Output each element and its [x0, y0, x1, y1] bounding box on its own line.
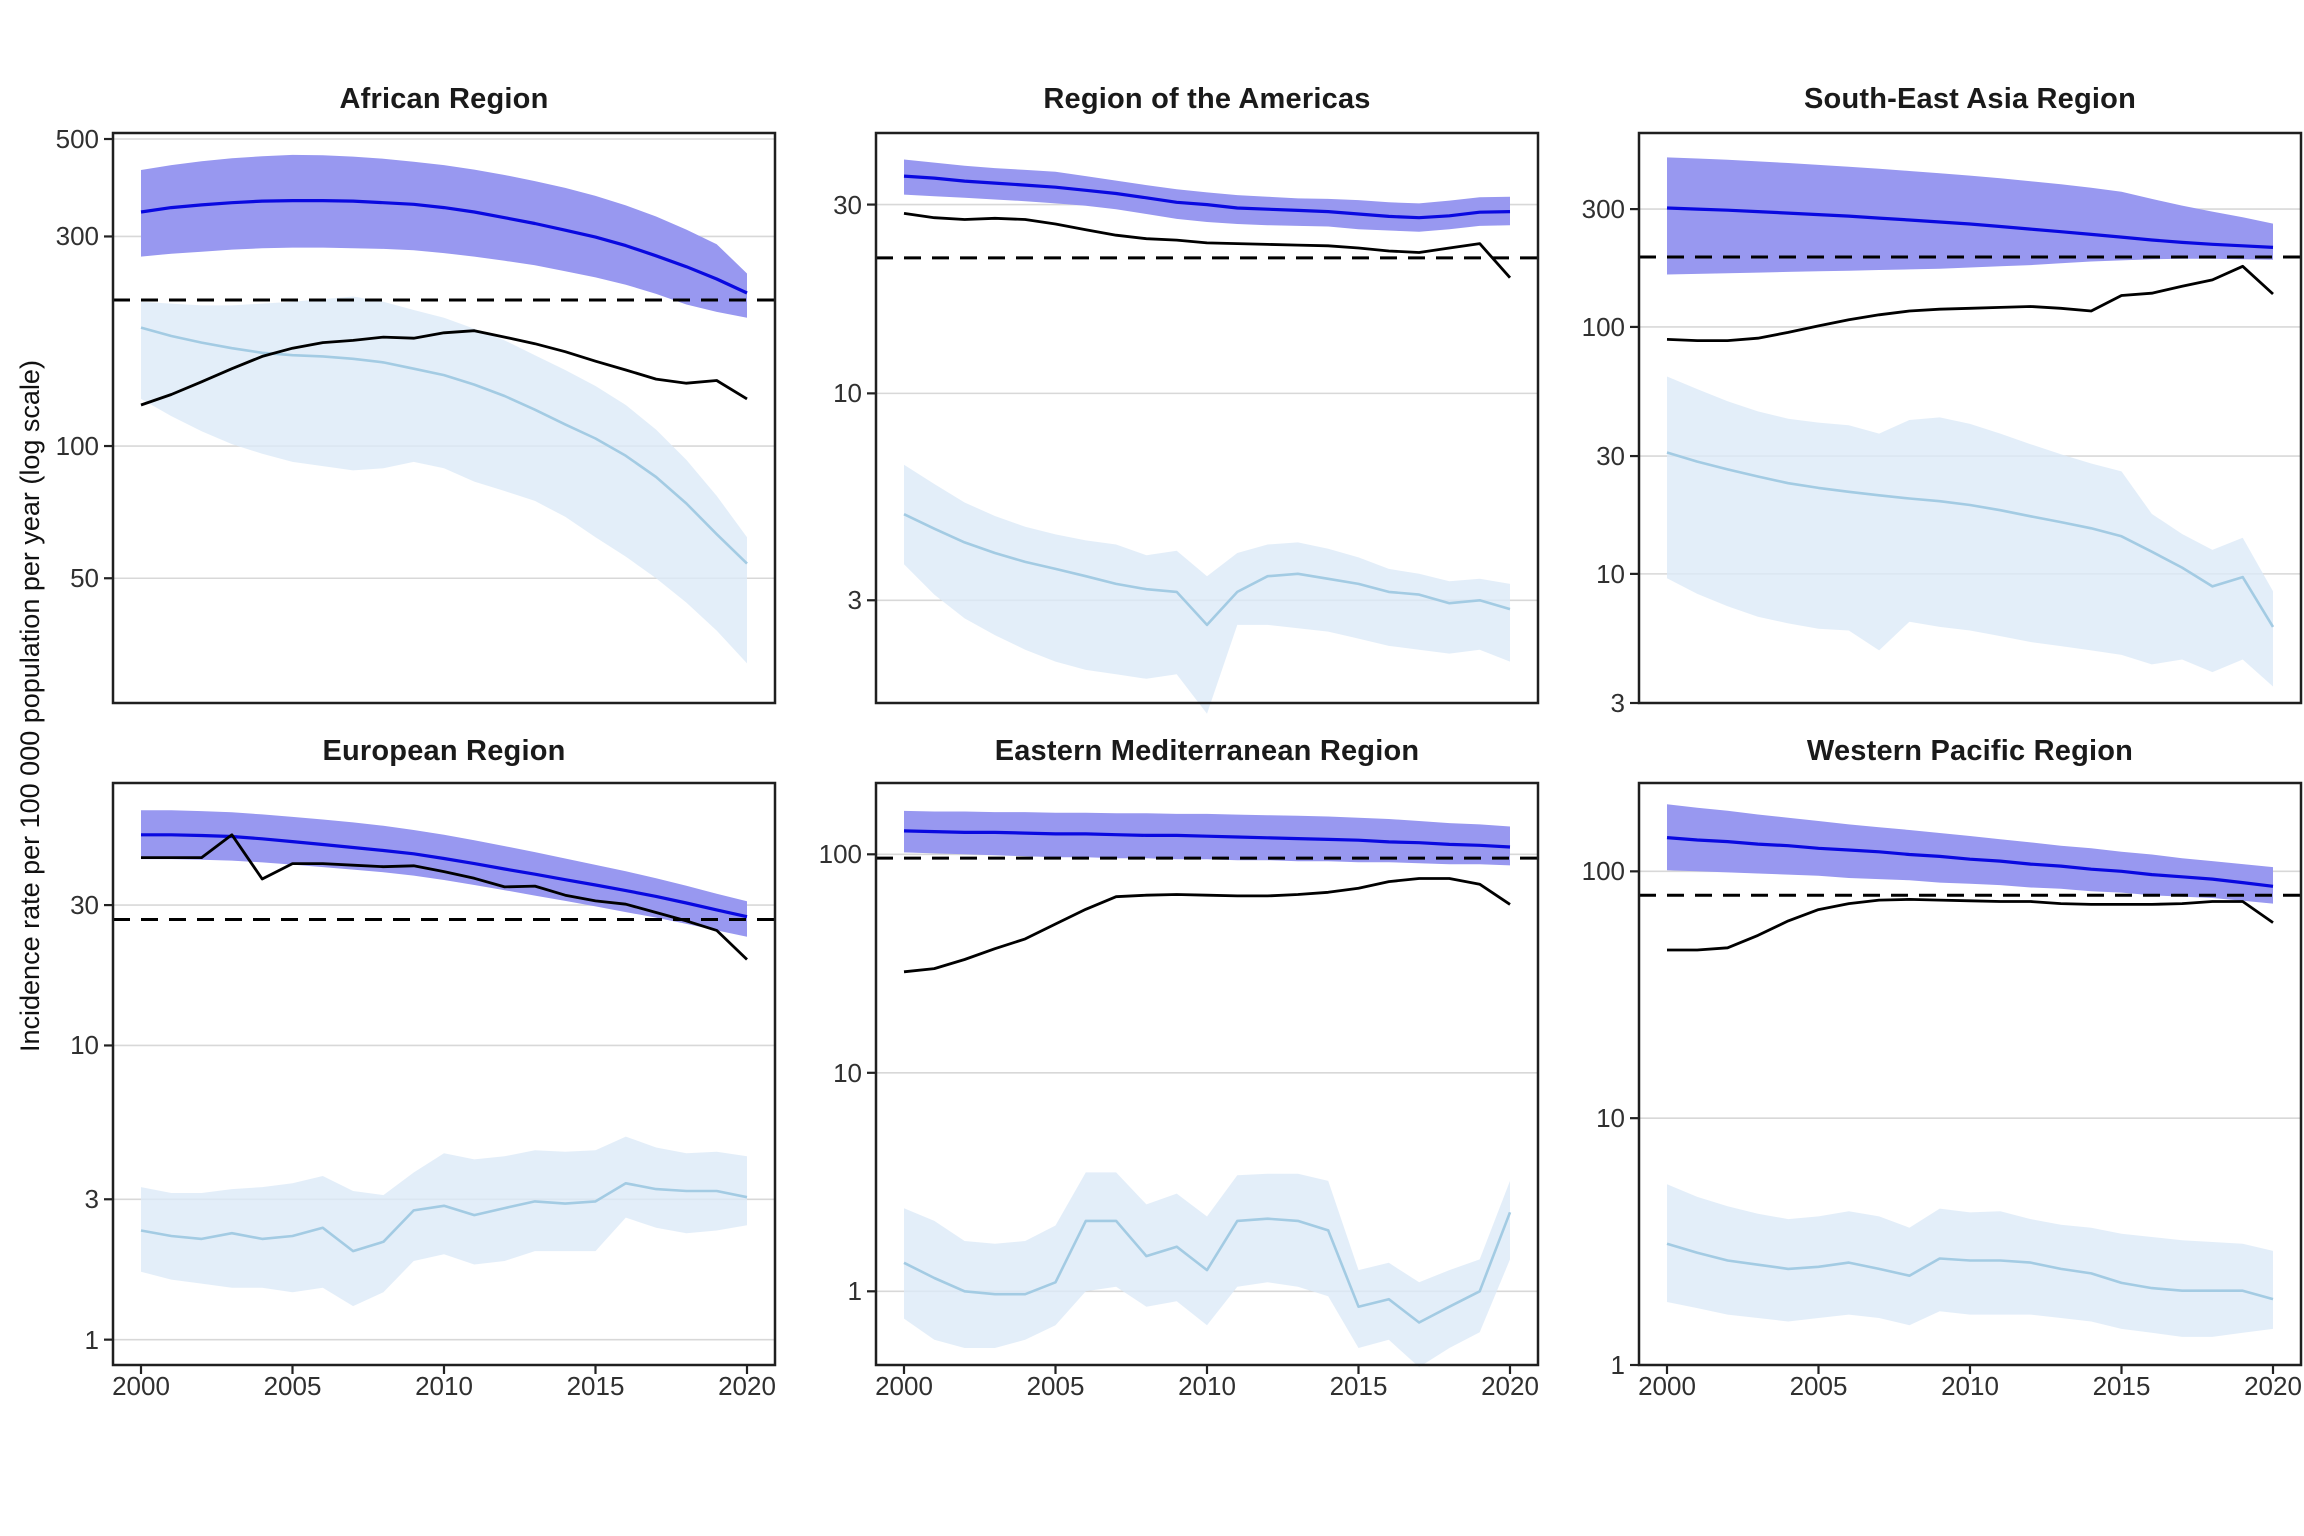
y-tick-label-african-region-100: 100: [55, 431, 99, 462]
y-tick-label-region-of-the-americas-10: 10: [833, 378, 862, 409]
light-blue-confidence-band: [141, 296, 747, 664]
y-tick-label-european-region-1: 1: [84, 1324, 99, 1355]
light-blue-line: [1666, 1242, 2274, 1301]
x-tick-label-european-region-2005: 2005: [263, 1371, 322, 1401]
x-tick-label-western-pacific-region-2010: 2010: [1941, 1371, 1999, 1401]
black-line: [1667, 898, 2274, 952]
y-tick-label-south-east-asia-region-10: 10: [1596, 558, 1625, 589]
y-tick-label-eastern-mediterranean-region-1: 1: [847, 1276, 862, 1307]
light-blue-confidence-band: [1667, 376, 2273, 687]
blue-estimate-line: [903, 829, 1511, 849]
panel-title-african-region: African Region: [339, 83, 549, 115]
x-tick-label-eastern-mediterranean-region-2000: 2000: [875, 1371, 933, 1401]
panel-border: [1637, 131, 2303, 705]
panel-title-region-of-the-americas: Region of the Americas: [1043, 83, 1371, 115]
y-tick-label-south-east-asia-region-30: 30: [1596, 441, 1625, 472]
x-tick-label-european-region-2015: 2015: [566, 1371, 625, 1401]
y-tick-label-south-east-asia-region-100: 100: [1581, 311, 1625, 342]
y-tick-label-eastern-mediterranean-region-100: 100: [818, 839, 862, 870]
y-tick-label-region-of-the-americas-30: 30: [833, 189, 862, 220]
y-tick-label-european-region-30: 30: [70, 890, 99, 921]
y-tick-label-western-pacific-region-100: 100: [1581, 856, 1625, 887]
y-tick-label-african-region-50: 50: [70, 563, 99, 594]
y-tick-label-western-pacific-region-1: 1: [1610, 1350, 1625, 1380]
blue-confidence-band: [1667, 804, 2273, 904]
y-tick-label-african-region-500: 500: [55, 124, 99, 154]
x-tick-label-european-region-2010: 2010: [415, 1371, 473, 1401]
panel-title-western-pacific-region: Western Pacific Region: [1806, 735, 2134, 767]
light-blue-line: [140, 326, 748, 565]
panel-title-eastern-mediterranean-region: Eastern Mediterranean Region: [994, 735, 1420, 767]
panel-title-european-region: European Region: [322, 735, 566, 767]
blue-estimate-line: [140, 198, 748, 295]
light-blue-line: [1666, 451, 2275, 628]
blue-estimate-line: [141, 833, 748, 919]
black-line: [903, 877, 1511, 974]
y-tick-label-south-east-asia-region-300: 300: [1581, 194, 1625, 225]
y-tick-label-western-pacific-region-10: 10: [1596, 1103, 1625, 1134]
panel-western-pacific-region: [1630, 781, 2303, 1374]
panel-south-east-asia-region: [1630, 131, 2303, 705]
panel-eastern-mediterranean-region: [867, 781, 1540, 1374]
light-blue-line: [903, 1211, 1512, 1324]
x-tick-label-european-region-2000: 2000: [112, 1371, 170, 1401]
y-tick-label-south-east-asia-region-3: 3: [1610, 688, 1625, 718]
light-blue-line: [903, 513, 1511, 627]
x-tick-label-western-pacific-region-2020: 2020: [2244, 1371, 2302, 1401]
blue-confidence-band: [141, 154, 747, 318]
y-tick-label-eastern-mediterranean-region-10: 10: [833, 1057, 862, 1088]
blue-confidence-band: [904, 810, 1510, 866]
panel-title-south-east-asia-region: South-East Asia Region: [1803, 83, 2137, 115]
x-tick-label-eastern-mediterranean-region-2005: 2005: [1026, 1371, 1085, 1401]
y-tick-label-european-region-10: 10: [70, 1030, 99, 1061]
panel-border: [874, 131, 1540, 705]
x-tick-label-western-pacific-region-2000: 2000: [1638, 1371, 1696, 1401]
light-blue-confidence-band: [141, 1136, 747, 1307]
panel-region-of-the-americas: [867, 131, 1540, 714]
x-tick-label-eastern-mediterranean-region-2015: 2015: [1329, 1371, 1388, 1401]
y-tick-label-region-of-the-americas-3: 3: [847, 585, 862, 616]
panel-border: [111, 131, 777, 705]
panel-european-region: [104, 781, 777, 1374]
y-axis-label: Incidence rate per 100 000 population pe…: [15, 360, 45, 1052]
blue-estimate-line: [903, 174, 1511, 220]
light-blue-line: [140, 1181, 748, 1253]
x-tick-label-eastern-mediterranean-region-2010: 2010: [1178, 1371, 1236, 1401]
black-line: [141, 833, 748, 961]
x-tick-label-western-pacific-region-2015: 2015: [2092, 1371, 2151, 1401]
blue-estimate-line: [1666, 206, 2274, 249]
x-tick-label-western-pacific-region-2005: 2005: [1789, 1371, 1848, 1401]
black-line: [903, 212, 1512, 279]
light-blue-confidence-band: [904, 464, 1510, 714]
y-tick-label-african-region-300: 300: [55, 221, 99, 252]
y-tick-label-european-region-3: 3: [84, 1184, 99, 1215]
x-tick-label-european-region-2020: 2020: [718, 1371, 776, 1401]
panel-african-region: [104, 131, 777, 705]
black-line: [140, 329, 748, 407]
blue-estimate-line: [1666, 836, 2274, 888]
x-tick-label-eastern-mediterranean-region-2020: 2020: [1481, 1371, 1539, 1401]
black-line: [1666, 264, 2274, 343]
blue-confidence-band: [1667, 157, 2273, 275]
